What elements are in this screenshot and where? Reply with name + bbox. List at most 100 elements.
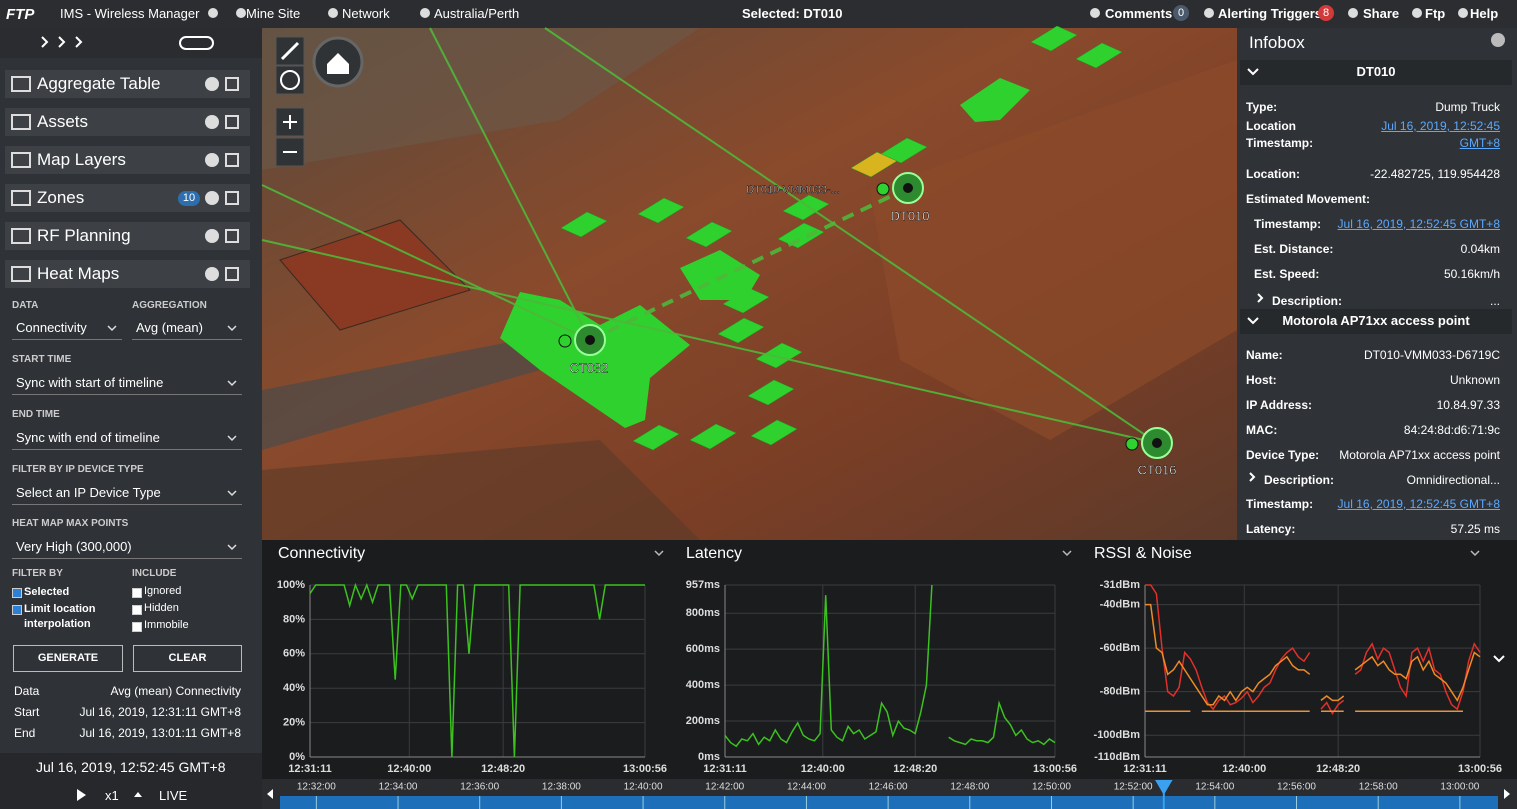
info-link[interactable]: Jul 16, 2019, 12:52:45 GMT+8 xyxy=(1381,119,1500,150)
panel-title[interactable]: RF Planning xyxy=(37,226,131,245)
ruler-button[interactable] xyxy=(275,36,305,66)
panel-title[interactable]: Aggregate Table xyxy=(37,74,161,93)
logo: FTP xyxy=(6,6,35,23)
asset-inner xyxy=(903,183,913,193)
live-button[interactable]: LIVE xyxy=(159,788,188,803)
structure xyxy=(262,340,540,450)
speed[interactable]: x1 xyxy=(105,788,119,803)
y-tick-label: -80dBm xyxy=(1100,686,1141,698)
checkbox[interactable] xyxy=(132,622,142,632)
select[interactable]: Select an IP Device Type xyxy=(12,481,242,505)
info-label: Est. Speed: xyxy=(1254,267,1320,281)
help[interactable]: Help xyxy=(1470,6,1499,21)
asset-anchor xyxy=(1125,437,1139,451)
link-line xyxy=(261,184,591,341)
select[interactable]: Avg (mean) xyxy=(132,316,242,340)
scroll-chevron[interactable] xyxy=(1493,655,1505,663)
info-value: Omnidirectional... xyxy=(1406,473,1500,487)
alerts[interactable]: Alerting Triggers xyxy=(1218,6,1323,21)
checkbox[interactable] xyxy=(132,588,142,598)
info-label: MAC: xyxy=(1246,423,1278,437)
checkbox[interactable] xyxy=(12,588,22,598)
x-tick-label: 13:00:56 xyxy=(623,763,667,775)
help-icon[interactable] xyxy=(205,153,219,167)
chart-menu[interactable] xyxy=(1062,550,1072,557)
asset-anchor xyxy=(876,182,890,196)
site-menu[interactable]: Mine Site xyxy=(246,6,301,21)
select[interactable]: Sync with end of timeline xyxy=(12,426,242,450)
help-icon[interactable] xyxy=(205,115,219,129)
timeline-label: 12:32:00 xyxy=(297,782,336,793)
x-tick-label: 12:31:11 xyxy=(1123,763,1166,775)
info-value: 0.04km xyxy=(1460,242,1500,256)
popout-icon[interactable] xyxy=(225,229,239,243)
panel-title[interactable]: Assets xyxy=(37,112,89,131)
timeline-label: 12:38:00 xyxy=(542,782,581,793)
y-tick-label: 100% xyxy=(277,579,305,591)
series-line xyxy=(1320,699,1345,715)
panel-title[interactable]: Map Layers xyxy=(37,150,126,169)
info-value: 84:24:8d:d6:71:9c xyxy=(1403,423,1500,437)
dropdown-arrow xyxy=(227,435,237,442)
coverage-tile xyxy=(1030,25,1078,52)
section-header[interactable] xyxy=(1240,309,1512,334)
help-icon[interactable] xyxy=(205,229,219,243)
info-link[interactable]: Jul 16, 2019, 12:52:45 GMT+8 xyxy=(1337,217,1500,231)
collapse-button[interactable] xyxy=(0,28,262,58)
globe-icon xyxy=(280,70,300,90)
y-tick-label: 600ms xyxy=(686,643,720,655)
series-line xyxy=(1354,642,1481,711)
popout-icon[interactable] xyxy=(225,115,239,129)
popout-icon[interactable] xyxy=(225,191,239,205)
info-value: -22.482725, 119.954428 xyxy=(1370,167,1500,181)
timezone[interactable]: Australia/Perth xyxy=(434,6,520,21)
network-menu[interactable]: Network xyxy=(342,6,390,21)
infobox-panel xyxy=(1237,28,1517,540)
panel-icon xyxy=(11,228,31,244)
popout-icon[interactable] xyxy=(225,267,239,281)
y-tick-label: -110dBm xyxy=(1094,751,1140,763)
info-link[interactable]: Jul 16, 2019, 12:52:45 GMT+8 xyxy=(1337,497,1500,511)
share[interactable]: Share xyxy=(1363,6,1400,21)
expand-chevron[interactable] xyxy=(1249,472,1256,482)
section-title: DT010 xyxy=(1356,64,1396,79)
section-header[interactable] xyxy=(1240,60,1512,85)
select[interactable]: Sync with start of timeline xyxy=(12,371,242,395)
terrain-area xyxy=(262,28,700,170)
chevron-icon xyxy=(58,36,66,48)
expand-chevron[interactable] xyxy=(1257,293,1264,303)
panel-title[interactable]: Heat Maps xyxy=(37,264,120,283)
timeline-back[interactable] xyxy=(267,789,273,799)
chart-menu[interactable] xyxy=(1470,550,1480,557)
speed-up[interactable] xyxy=(134,792,142,797)
select[interactable]: Very High (300,000) xyxy=(12,535,242,559)
user[interactable]: Ftp xyxy=(1425,6,1446,21)
timeline-cursor[interactable] xyxy=(1155,780,1173,809)
y-tick-label: 400ms xyxy=(686,679,720,691)
popout-icon[interactable] xyxy=(225,77,239,91)
checkbox[interactable] xyxy=(132,605,142,615)
timeline-label: 12:48:00 xyxy=(950,782,989,793)
coverage-tile xyxy=(685,221,733,248)
zoom-out[interactable] xyxy=(275,137,305,167)
select[interactable]: Connectivity xyxy=(12,316,122,340)
checkbox[interactable] xyxy=(12,605,22,615)
map-label: CT016 xyxy=(1137,462,1176,477)
info-label: Est. Distance: xyxy=(1254,242,1334,256)
chart-menu[interactable] xyxy=(654,550,664,557)
home-icon[interactable] xyxy=(327,53,349,74)
comments[interactable]: Comments xyxy=(1105,6,1173,21)
timeline-forward[interactable] xyxy=(1504,789,1510,799)
play-button[interactable] xyxy=(77,789,86,801)
panel-title[interactable]: Zones xyxy=(37,188,85,207)
infobox-close[interactable] xyxy=(1491,33,1505,47)
clear-button[interactable]: CLEAR xyxy=(133,645,242,672)
timeline-bar[interactable] xyxy=(280,796,1498,809)
help-icon[interactable] xyxy=(205,267,219,281)
popout-icon[interactable] xyxy=(225,153,239,167)
help-icon[interactable] xyxy=(205,191,219,205)
chart-title: Latency xyxy=(686,545,742,562)
help-icon[interactable] xyxy=(205,77,219,91)
generate-button[interactable]: GENERATE xyxy=(13,645,123,672)
